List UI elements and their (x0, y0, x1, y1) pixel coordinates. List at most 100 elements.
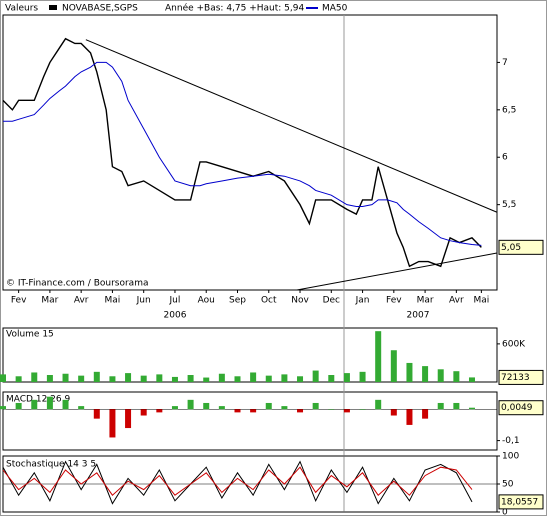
last-value-label: 5,05 (501, 243, 521, 253)
bar (328, 409, 335, 410)
x-tick-label: Avr (74, 296, 89, 306)
y-tick-label: -0,1 (502, 436, 520, 446)
bar (250, 372, 257, 382)
bar (187, 375, 194, 382)
bar (109, 409, 116, 438)
bar (218, 406, 225, 410)
year-label: 2006 (164, 311, 187, 321)
bar (437, 369, 444, 382)
x-tick-label: Mar (41, 296, 58, 306)
legend-label: MA50 (322, 4, 348, 14)
bar (375, 399, 382, 410)
bar (0, 406, 6, 410)
last-value-box (498, 369, 544, 385)
bar (406, 409, 413, 425)
last-value-box (498, 400, 544, 416)
bar (390, 409, 397, 416)
y-tick-label: 6,5 (502, 105, 516, 115)
price-panel (2, 14, 498, 291)
bar (422, 366, 429, 382)
x-tick-label: Mai (105, 296, 121, 306)
bar (203, 377, 210, 382)
bar (281, 406, 288, 410)
x-tick-label: Fev (386, 296, 402, 306)
bar (15, 402, 22, 410)
y-tick-label: 6 (502, 153, 508, 163)
bar (422, 409, 429, 419)
y-tick-label: 7 (502, 58, 508, 68)
bar (125, 373, 132, 382)
x-tick-label: Jun (136, 296, 151, 306)
series-line (2, 37, 482, 268)
bar (453, 402, 460, 410)
bar (15, 376, 22, 382)
last-value-box (498, 239, 544, 255)
x-tick-label: Jan (355, 296, 370, 306)
bar (140, 409, 147, 416)
bar (281, 374, 288, 382)
x-tick-label: Dec (323, 296, 340, 306)
bar (250, 409, 257, 413)
bar (328, 375, 335, 382)
bar (265, 402, 272, 410)
bar (31, 372, 38, 382)
bar (406, 362, 413, 382)
bar (93, 371, 100, 382)
trendline (296, 252, 498, 291)
bar (312, 402, 319, 410)
bar (93, 409, 100, 419)
last-value-label: 18,0557 (501, 497, 538, 507)
x-tick-label: Mar (417, 296, 434, 306)
x-tick-label: Avr (449, 296, 464, 306)
legend-swatch (49, 5, 57, 10)
bar (78, 375, 85, 382)
bar (359, 409, 366, 410)
x-tick-label: Fev (11, 296, 27, 306)
bar (218, 373, 225, 382)
y-tick-label: 0 (502, 508, 508, 516)
series-line (2, 460, 473, 505)
bar (297, 409, 304, 413)
year-label: 2007 (407, 311, 430, 321)
subtitle: Année +Bas: 4,75 +Haut: 5,94 (165, 3, 304, 14)
bar (187, 399, 194, 410)
bar (437, 402, 444, 410)
last-value-box (498, 494, 544, 510)
bar (46, 396, 53, 410)
bar (171, 376, 178, 382)
bar (468, 377, 475, 382)
y-tick-label: 50 (502, 480, 514, 490)
bar (0, 374, 6, 382)
legend-title: Valeurs (5, 4, 38, 14)
bar (62, 373, 69, 382)
legend-label: NOVABASE,SGPS (62, 4, 138, 14)
bar (312, 370, 319, 382)
bar (343, 409, 350, 413)
x-tick-label: Mai (473, 296, 489, 306)
panel-title: Volume 15 (6, 330, 54, 340)
bar (203, 402, 210, 410)
y-tick-label: 100 (502, 452, 519, 462)
last-value-label: 72133 (501, 373, 530, 383)
bar (46, 375, 53, 382)
bar (62, 399, 69, 410)
y-tick-label: 600K (502, 339, 526, 349)
series-line (2, 466, 473, 496)
bar (109, 376, 116, 382)
macd-panel (2, 391, 498, 451)
bar (31, 399, 38, 410)
bar (156, 409, 163, 413)
bar (359, 371, 366, 382)
x-tick-label: Nov (291, 296, 309, 306)
bar (171, 406, 178, 410)
source: © IT-Finance.com / Boursorama (6, 279, 148, 289)
x-tick-label: Jul (169, 296, 181, 306)
trendline (85, 39, 498, 213)
bar (453, 371, 460, 382)
bar (140, 375, 147, 382)
bar (297, 376, 304, 382)
last-value-label: 0,0049 (501, 403, 533, 413)
x-tick-label: Aou (198, 296, 215, 306)
